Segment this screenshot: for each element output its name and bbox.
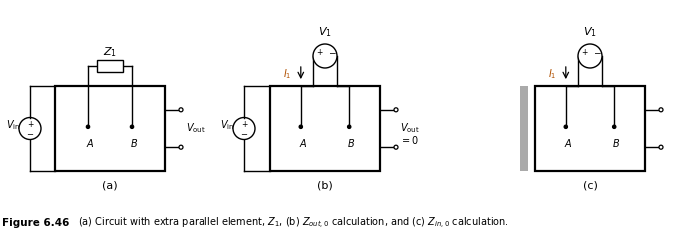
Text: Figure 6.46: Figure 6.46 bbox=[2, 218, 69, 227]
Bar bbox=[270, 87, 380, 171]
Text: +: + bbox=[27, 120, 33, 129]
Text: $\mathit{Z}_1$: $\mathit{Z}_1$ bbox=[103, 45, 117, 59]
Circle shape bbox=[19, 118, 41, 140]
Circle shape bbox=[564, 126, 568, 129]
Text: $= 0$: $= 0$ bbox=[400, 134, 419, 146]
Text: $\mathit{A}$: $\mathit{A}$ bbox=[564, 136, 572, 148]
Text: $\mathit{A}$: $\mathit{A}$ bbox=[85, 136, 94, 148]
Text: (a): (a) bbox=[102, 180, 118, 190]
Text: +: + bbox=[581, 48, 587, 57]
Circle shape bbox=[612, 126, 616, 129]
Circle shape bbox=[659, 108, 663, 112]
Text: $\mathit{V}_{\rm in}$: $\mathit{V}_{\rm in}$ bbox=[6, 118, 20, 132]
Circle shape bbox=[394, 108, 398, 112]
Circle shape bbox=[130, 126, 134, 129]
Circle shape bbox=[179, 146, 183, 150]
Text: −: − bbox=[27, 129, 34, 138]
Circle shape bbox=[299, 126, 302, 129]
Bar bbox=[535, 87, 645, 171]
Text: $\mathit{V}_{\rm in}$: $\mathit{V}_{\rm in}$ bbox=[220, 118, 235, 132]
Text: $\mathit{B}$: $\mathit{B}$ bbox=[130, 136, 138, 148]
Text: +: + bbox=[241, 120, 247, 129]
Text: (a) Circuit with extra parallel element, $Z_1$, (b) $Z_{out,0}$ calculation, and: (a) Circuit with extra parallel element,… bbox=[78, 215, 509, 229]
Text: $\mathit{A}$: $\mathit{A}$ bbox=[298, 136, 307, 148]
Circle shape bbox=[179, 108, 183, 112]
Text: $\mathit{B}$: $\mathit{B}$ bbox=[347, 136, 355, 148]
Text: $\mathit{V}_1$: $\mathit{V}_1$ bbox=[583, 25, 597, 39]
Circle shape bbox=[394, 146, 398, 150]
Bar bbox=[97, 61, 123, 72]
Circle shape bbox=[233, 118, 255, 140]
Text: $\mathit{I}_1$: $\mathit{I}_1$ bbox=[284, 67, 292, 81]
Bar bbox=[520, 87, 528, 171]
Text: $\mathit{B}$: $\mathit{B}$ bbox=[612, 136, 620, 148]
Circle shape bbox=[578, 45, 602, 69]
Text: $\mathit{V}_{\rm out}$: $\mathit{V}_{\rm out}$ bbox=[400, 121, 419, 135]
Circle shape bbox=[348, 126, 351, 129]
Text: −: − bbox=[594, 48, 601, 57]
Text: (c): (c) bbox=[582, 180, 597, 190]
Circle shape bbox=[313, 45, 337, 69]
Text: $\mathit{V}_1$: $\mathit{V}_1$ bbox=[318, 25, 332, 39]
Bar bbox=[55, 87, 165, 171]
Text: −: − bbox=[328, 48, 336, 57]
Circle shape bbox=[659, 146, 663, 150]
Text: +: + bbox=[316, 48, 322, 57]
Text: −: − bbox=[241, 129, 248, 138]
Text: (b): (b) bbox=[317, 180, 333, 190]
Text: $\mathit{I}_1$: $\mathit{I}_1$ bbox=[548, 67, 556, 81]
Circle shape bbox=[86, 126, 90, 129]
Text: $\mathit{V}_{\rm out}$: $\mathit{V}_{\rm out}$ bbox=[186, 121, 205, 135]
